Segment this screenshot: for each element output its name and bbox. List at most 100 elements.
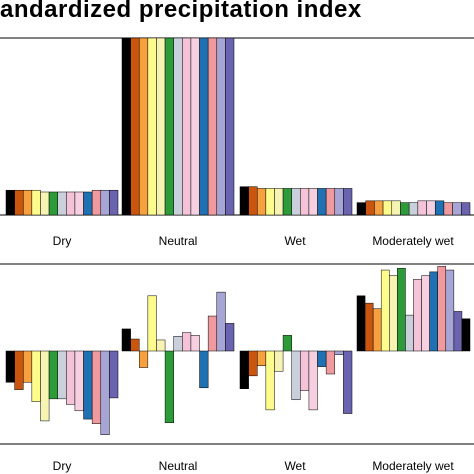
bar-dry-12 <box>100 189 110 216</box>
bar-dry-2 <box>14 189 24 216</box>
bar-neutral-6 <box>164 37 174 216</box>
bar-neutral-13 <box>225 323 235 352</box>
category-label-neutral: Neutral <box>159 234 198 248</box>
bar-moderately-wet-11 <box>443 202 453 216</box>
bar-wet-10 <box>317 350 327 367</box>
bar-moderately-wet-1 <box>356 295 366 352</box>
bar-neutral-8 <box>182 332 192 352</box>
bar-wet-4 <box>265 350 275 411</box>
bar-dry-6 <box>48 350 58 400</box>
bar-wet-1 <box>239 186 249 216</box>
bar-neutral-8 <box>182 37 192 216</box>
bar-wet-5 <box>274 188 284 216</box>
bar-dry-5 <box>40 191 50 216</box>
bar-dry-10 <box>83 191 93 216</box>
bar-moderately-wet-1 <box>356 202 366 216</box>
bar-neutral-9 <box>190 335 200 352</box>
bar-wet-12 <box>334 188 344 216</box>
bar-dry-5 <box>40 350 50 422</box>
bar-neutral-4 <box>147 37 157 216</box>
bar-wet-7 <box>291 188 301 216</box>
bar-dry-11 <box>91 350 102 424</box>
bar-neutral-11 <box>207 37 218 216</box>
bar-wet-9 <box>308 350 318 411</box>
bar-dry-13 <box>109 350 119 399</box>
bar-dry-3 <box>22 189 33 216</box>
bar-moderately-wet-14 <box>461 318 471 352</box>
bar-moderately-wet-9 <box>421 275 430 352</box>
bar-moderately-wet-9 <box>426 200 436 216</box>
bar-moderately-wet-5 <box>389 275 398 352</box>
bar-wet-12 <box>334 350 344 355</box>
bar-moderately-wet-10 <box>434 200 445 216</box>
bar-dry-1 <box>5 350 15 383</box>
bar-dry-3 <box>22 350 33 383</box>
chart-title: andardized precipitation index <box>0 0 362 23</box>
bar-dry-4 <box>31 350 41 402</box>
bar-dry-9 <box>74 350 84 412</box>
bar-moderately-wet-12 <box>452 202 462 216</box>
top-panel: Dry Neutral Wet Moderately wet <box>0 37 474 248</box>
bar-moderately-wet-13 <box>461 202 471 216</box>
bar-neutral-1 <box>121 37 131 216</box>
bar-wet-7 <box>291 350 301 401</box>
category-label-dry: Dry <box>53 459 72 473</box>
bar-wet-4 <box>265 188 275 216</box>
bar-moderately-wet-6 <box>400 202 410 216</box>
bottom-panel: Dry Neutral Wet Moderately wet <box>0 263 474 473</box>
bar-dry-8 <box>66 350 76 405</box>
bar-neutral-1 <box>121 328 131 352</box>
bar-moderately-wet-2 <box>365 200 375 216</box>
bar-moderately-wet-8 <box>417 200 427 216</box>
bar-wet-3 <box>256 350 267 366</box>
bar-wet-1 <box>239 350 249 389</box>
bar-moderately-wet-4 <box>382 200 393 216</box>
bar-dry-4 <box>31 189 41 216</box>
bar-wet-6 <box>282 335 292 352</box>
bar-dry-2 <box>14 350 24 390</box>
bar-wet-3 <box>256 188 267 216</box>
bar-dry-6 <box>48 191 58 216</box>
bar-dry-1 <box>5 189 15 216</box>
bar-moderately-wet-10 <box>429 271 438 352</box>
category-label-wet: Wet <box>284 459 306 473</box>
bar-moderately-wet-12 <box>445 269 455 352</box>
bar-neutral-11 <box>207 315 218 352</box>
bar-neutral-12 <box>216 291 226 352</box>
category-label-moderately-wet: Moderately wet <box>372 234 454 248</box>
bar-wet-8 <box>300 350 310 391</box>
bar-dry-9 <box>74 191 84 216</box>
bar-moderately-wet-3 <box>372 308 382 352</box>
bar-neutral-3 <box>138 37 149 216</box>
bar-dry-12 <box>100 350 110 435</box>
bar-wet-8 <box>300 188 310 216</box>
bar-neutral-4 <box>147 295 157 352</box>
bar-neutral-10 <box>199 37 209 216</box>
bar-wet-2 <box>248 350 258 377</box>
category-label-neutral: Neutral <box>159 459 198 473</box>
bar-wet-13 <box>343 188 353 216</box>
bar-neutral-7 <box>173 336 183 352</box>
bar-moderately-wet-7 <box>408 202 419 216</box>
bar-wet-6 <box>282 188 292 216</box>
bar-moderately-wet-8 <box>413 278 422 352</box>
bar-wet-9 <box>308 188 318 216</box>
bar-moderately-wet-13 <box>453 311 463 352</box>
bar-dry-8 <box>66 191 76 216</box>
bar-neutral-9 <box>190 37 200 216</box>
category-label-wet: Wet <box>284 234 306 248</box>
bar-neutral-5 <box>156 339 166 352</box>
bar-moderately-wet-2 <box>364 302 374 352</box>
bar-wet-2 <box>248 186 258 216</box>
bar-wet-10 <box>317 188 327 216</box>
bar-dry-7 <box>57 191 67 216</box>
category-label-dry: Dry <box>53 234 72 248</box>
bar-moderately-wet-7 <box>405 314 414 352</box>
bar-moderately-wet-6 <box>397 267 406 352</box>
bar-moderately-wet-11 <box>437 266 447 352</box>
bar-moderately-wet-5 <box>391 200 401 216</box>
bar-dry-13 <box>109 189 119 216</box>
bar-neutral-13 <box>225 37 235 216</box>
bar-wet-11 <box>325 188 336 216</box>
